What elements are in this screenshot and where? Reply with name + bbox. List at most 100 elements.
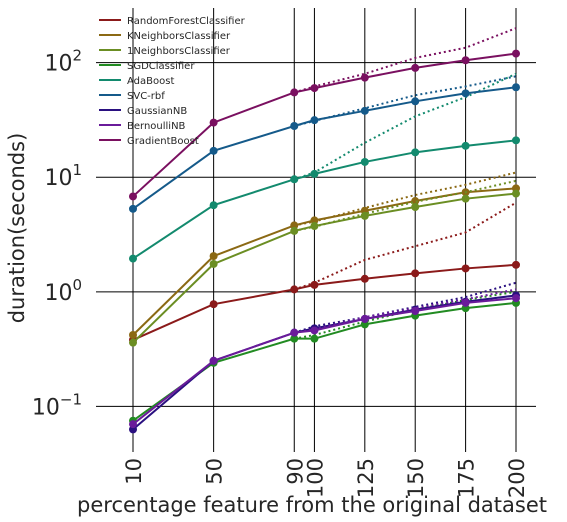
series-line [132, 192, 517, 344]
data-point [360, 274, 369, 283]
data-point [290, 226, 299, 235]
data-point [209, 252, 218, 261]
series-7 [129, 288, 520, 429]
x-tick-label: 150 [404, 458, 428, 498]
data-point [360, 157, 369, 166]
series-6 [129, 281, 520, 434]
y-tick-label: 101 [44, 161, 82, 191]
data-point [461, 141, 470, 150]
data-point [461, 194, 470, 203]
grid [96, 8, 536, 452]
data-point [290, 175, 299, 184]
data-point [411, 63, 420, 72]
legend-label: KNeighborsClassifier [127, 31, 231, 42]
data-point [360, 106, 369, 115]
legend-label: RandomForestClassifier [127, 16, 246, 27]
data-point [310, 334, 319, 343]
data-point [411, 269, 420, 278]
data-point [411, 197, 420, 206]
series-line [132, 139, 517, 260]
y-tick-label: 102 [44, 47, 82, 77]
series-trend-line [293, 72, 517, 181]
series-line [132, 263, 517, 341]
legend-label: AdaBoost [127, 76, 174, 87]
data-point [310, 222, 319, 231]
data-point [512, 49, 520, 58]
series-line [132, 297, 517, 425]
x-tick-label: 175 [455, 458, 479, 498]
data-point [411, 97, 420, 106]
data-point [129, 338, 137, 347]
series-line [132, 301, 517, 422]
data-point [209, 300, 218, 309]
series-1 [129, 171, 520, 339]
data-point [360, 314, 369, 323]
y-axis-label: duration(seconds) [5, 133, 29, 324]
legend-label: 1NeighborsClassifier [127, 46, 231, 57]
data-point [310, 280, 319, 289]
legend-label: SGDClassifier [127, 61, 195, 72]
x-tick-label: 125 [354, 458, 378, 498]
data-point [512, 189, 520, 198]
data-point [512, 136, 520, 145]
series-line [132, 86, 517, 210]
data-point [290, 328, 299, 337]
data-point [209, 259, 218, 268]
data-point [209, 118, 218, 127]
series-5 [129, 75, 520, 213]
data-point [310, 116, 319, 125]
legend: RandomForestClassifier KNeighborsClassifi… [99, 16, 246, 147]
data-point [129, 204, 137, 213]
data-point [129, 254, 137, 263]
series-2 [129, 179, 520, 347]
data-point [411, 307, 420, 316]
data-point [461, 298, 470, 307]
x-tick-label: 200 [505, 458, 529, 498]
data-point [209, 201, 218, 210]
y-tick-labels: 10−1 100 101 102 [32, 47, 82, 421]
data-point [461, 89, 470, 98]
x-tick-label: 100 [303, 458, 327, 498]
data-point [310, 169, 319, 178]
data-point [411, 202, 420, 211]
y-tick-label: 10−1 [32, 390, 82, 420]
legend-label: SVC-rbf [127, 91, 165, 102]
legend-label: GaussianNB [127, 106, 187, 117]
data-point [129, 192, 137, 201]
data-point [209, 146, 218, 155]
data-point [461, 264, 470, 273]
data-point [290, 285, 299, 294]
series-trend-line [293, 27, 517, 94]
series-line [132, 52, 517, 198]
data-point [209, 356, 218, 365]
data-point [411, 148, 420, 157]
series-8 [129, 27, 520, 201]
legend-label: GradientBoost [127, 136, 199, 147]
data-point [290, 334, 299, 343]
data-point [290, 221, 299, 230]
data-point [512, 260, 520, 269]
series-group [129, 27, 520, 434]
series-line [132, 187, 517, 336]
data-point [310, 216, 319, 225]
data-point [461, 56, 470, 65]
data-point [512, 83, 520, 92]
data-point [360, 211, 369, 220]
y-tick-label: 100 [44, 276, 82, 306]
data-point [290, 122, 299, 131]
data-point [512, 294, 520, 303]
data-point [129, 420, 137, 429]
series-trend-line [293, 201, 517, 291]
x-axis-label: percentage feature from the original dat… [77, 493, 547, 517]
data-point [129, 330, 137, 339]
data-point [310, 84, 319, 93]
data-point [310, 326, 319, 335]
x-tick-label: 50 [203, 458, 227, 485]
series-3 [129, 290, 520, 425]
legend-label: BernoulliNB [127, 121, 186, 132]
x-tick-label: 10 [122, 458, 146, 485]
data-point [360, 73, 369, 82]
x-tick-label: 90 [283, 458, 307, 485]
